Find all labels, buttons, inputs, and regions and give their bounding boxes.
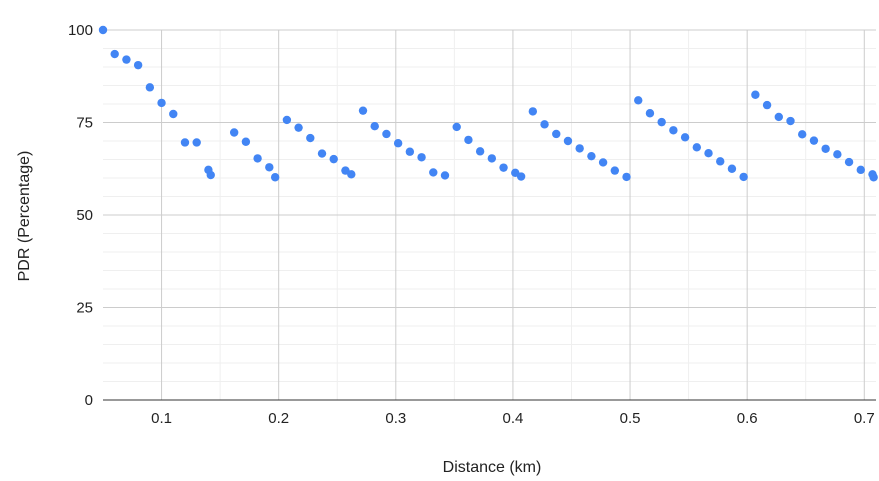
data-point (405, 147, 415, 156)
data-point (692, 143, 702, 152)
x-tick-label: 0.4 (502, 410, 523, 427)
data-point (133, 60, 143, 70)
data-point (270, 173, 280, 182)
data-point (499, 163, 508, 172)
data-point (358, 106, 368, 115)
data-point (282, 115, 292, 125)
data-point (552, 129, 561, 139)
data-point (157, 98, 166, 108)
data-point (809, 136, 819, 145)
y-tick-label: 0 (85, 392, 93, 409)
data-point (464, 135, 473, 145)
data-point (487, 154, 497, 163)
data-point (294, 123, 303, 132)
data-point (192, 138, 201, 147)
data-point (265, 163, 274, 172)
data-point (317, 149, 327, 158)
data-point (798, 130, 807, 139)
y-tick-label: 50 (76, 207, 93, 224)
data-point (329, 154, 338, 164)
data-point (169, 109, 178, 119)
data-point (528, 107, 538, 116)
y-tick-label: 100 (68, 22, 93, 39)
data-point (669, 126, 678, 135)
x-tick-label: 0.6 (737, 410, 758, 427)
y-tick-label: 25 (76, 300, 93, 317)
data-point (833, 150, 842, 159)
data-point (587, 151, 596, 161)
data-point (429, 168, 438, 177)
data-point (634, 96, 643, 105)
data-point (869, 173, 878, 182)
x-tick-label: 0.3 (385, 410, 406, 427)
y-tick-label: 75 (76, 115, 93, 132)
data-point (452, 122, 461, 132)
data-point (440, 171, 450, 180)
data-point (382, 129, 391, 139)
data-point (347, 170, 356, 179)
data-point (657, 117, 666, 127)
x-tick-label: 0.1 (151, 410, 172, 427)
x-axis-title: Distance (km) (443, 459, 542, 476)
data-point (393, 139, 403, 148)
y-axis-ticks: 0 25 50 75 100 (68, 22, 93, 409)
y-axis-title: PDR (Percentage) (16, 151, 33, 282)
data-point (206, 170, 215, 180)
data-point (716, 157, 725, 166)
data-point (110, 49, 119, 59)
x-tick-label: 0.5 (620, 410, 641, 427)
data-point (762, 100, 772, 110)
data-points (98, 25, 878, 182)
data-point (598, 158, 608, 167)
data-point (540, 120, 549, 129)
data-point (145, 83, 155, 92)
data-point (680, 133, 690, 142)
data-point (645, 109, 655, 118)
data-point (610, 166, 620, 175)
x-tick-label: 0.2 (268, 410, 289, 427)
major-gridlines (103, 29, 876, 400)
data-point (844, 157, 854, 167)
data-point (417, 153, 426, 162)
data-point (751, 90, 760, 99)
data-point (370, 122, 379, 131)
data-point (622, 172, 631, 182)
x-tick-label: 0.7 (854, 410, 875, 427)
data-point (229, 128, 239, 137)
data-point (253, 154, 262, 163)
data-point (98, 25, 108, 35)
data-point (727, 164, 737, 173)
data-point (786, 116, 795, 126)
data-point (180, 138, 190, 147)
data-point (241, 137, 251, 146)
data-point (563, 136, 573, 146)
data-point (856, 165, 865, 175)
data-point (575, 144, 584, 153)
data-point (516, 172, 526, 181)
data-point (821, 144, 830, 153)
data-point (122, 55, 131, 64)
data-point (704, 149, 713, 158)
data-point (306, 133, 315, 143)
x-axis-ticks: 0.1 0.2 0.3 0.4 0.5 0.6 0.7 (151, 410, 875, 427)
data-point (739, 172, 748, 182)
data-point (475, 147, 485, 156)
data-point (774, 112, 783, 122)
